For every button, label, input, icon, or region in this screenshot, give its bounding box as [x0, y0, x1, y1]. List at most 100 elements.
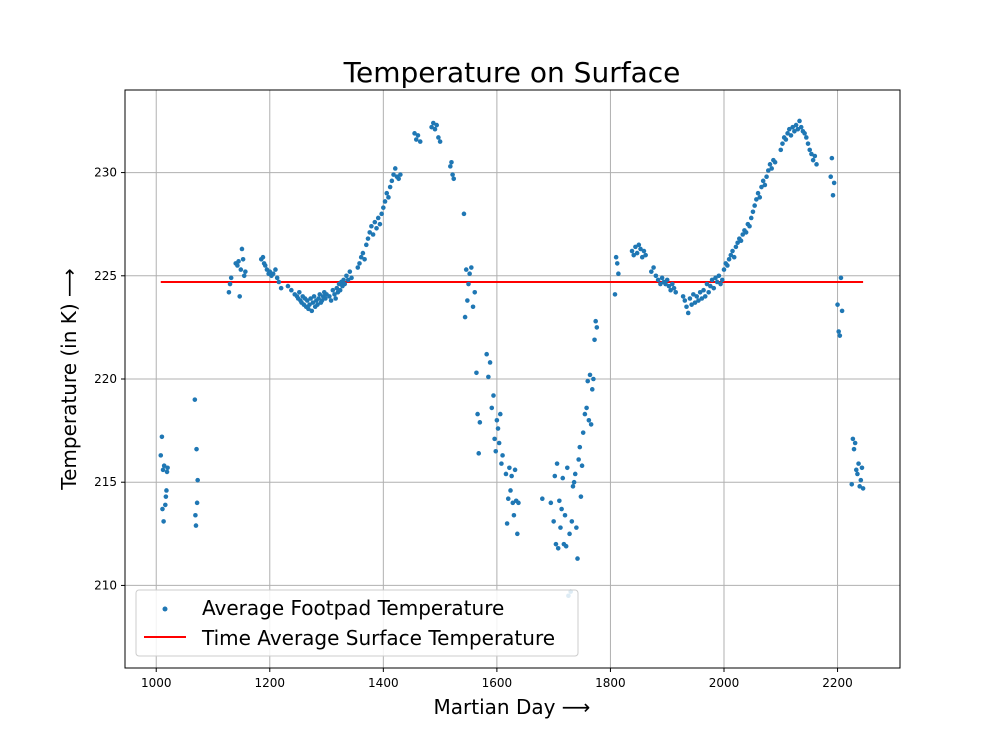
- scatter-point: [702, 294, 708, 299]
- scatter-point: [651, 265, 656, 270]
- scatter-point: [802, 131, 807, 136]
- scatter-point: [432, 126, 438, 132]
- scatter-point: [853, 467, 859, 473]
- scatter-point: [511, 512, 517, 518]
- scatter-point: [574, 525, 579, 530]
- scatter-point: [743, 230, 749, 235]
- scatter-point: [716, 273, 722, 279]
- scatter-point: [658, 281, 663, 287]
- scatter-point: [755, 190, 761, 196]
- scatter-point: [238, 267, 244, 272]
- scatter-point: [692, 300, 698, 305]
- scatter-point: [548, 500, 554, 506]
- scatter-point: [467, 271, 472, 277]
- scatter-point: [448, 164, 453, 169]
- scatter-point: [365, 236, 371, 241]
- scatter-point: [731, 254, 737, 260]
- scatter-point: [328, 298, 334, 303]
- scatter-point: [838, 275, 844, 281]
- scatter-point: [477, 420, 483, 425]
- scatter-point: [851, 446, 857, 452]
- scatter-point: [389, 178, 395, 184]
- scatter-point: [349, 275, 354, 281]
- x-axis-ticks: 1000 1200 1400 1600 1800 2000 2200: [141, 668, 853, 690]
- scatter-point: [591, 376, 596, 382]
- scatter-point: [450, 172, 455, 177]
- scatter-point: [837, 333, 843, 338]
- scatter-point: [578, 494, 584, 499]
- scatter-point: [367, 230, 373, 235]
- scatter-point: [790, 124, 795, 130]
- scatter-point: [589, 387, 595, 392]
- scatter-point: [636, 242, 642, 248]
- scatter-point: [728, 252, 734, 258]
- scatter-point: [476, 451, 482, 456]
- scatter-point: [430, 120, 436, 126]
- scatter-point: [666, 283, 672, 289]
- scatter-point: [487, 360, 493, 365]
- scatter-point: [194, 446, 199, 452]
- scatter-point: [786, 126, 792, 132]
- scatter-point: [829, 155, 835, 161]
- scatter-point: [369, 223, 374, 229]
- scatter-point: [735, 240, 740, 246]
- scatter-point: [310, 300, 316, 305]
- scatter-point: [685, 310, 691, 316]
- y-tick-label: 225: [94, 269, 117, 283]
- scatter-point: [713, 275, 718, 281]
- scatter-point: [334, 285, 340, 291]
- scatter-point: [699, 296, 705, 301]
- scatter-point: [496, 440, 502, 446]
- scatter-point: [392, 166, 398, 171]
- scatter-point: [807, 147, 813, 153]
- scatter-point: [461, 211, 467, 217]
- scatter-point: [810, 157, 816, 163]
- scatter-point: [358, 254, 364, 260]
- scatter-point: [836, 329, 841, 334]
- scatter-point: [347, 269, 353, 274]
- scatter-point: [718, 281, 723, 287]
- scatter-point: [594, 325, 600, 330]
- scatter-point: [839, 308, 845, 314]
- scatter-point: [384, 190, 390, 196]
- scatter-point: [757, 195, 763, 200]
- scatter-point: [415, 133, 421, 138]
- scatter-point: [752, 203, 757, 208]
- scatter-point: [719, 277, 725, 283]
- scatter-point: [503, 471, 509, 477]
- scatter-point: [515, 531, 520, 537]
- scatter-point: [557, 498, 562, 504]
- scatter-point: [465, 298, 470, 303]
- scatter-point: [193, 512, 198, 518]
- scatter-point: [345, 277, 351, 283]
- scatter-point: [333, 296, 338, 301]
- scatter-point: [577, 444, 583, 450]
- scatter-point: [586, 417, 592, 423]
- scatter-point: [738, 238, 744, 243]
- scatter-point: [812, 153, 818, 159]
- scatter-points-layer: [158, 118, 866, 599]
- scatter-point: [297, 290, 302, 295]
- scatter-point: [798, 124, 804, 130]
- scatter-point: [664, 277, 670, 283]
- scatter-point: [499, 461, 504, 466]
- scatter-point: [696, 298, 701, 303]
- scatter-point: [228, 275, 234, 281]
- scatter-point: [562, 512, 568, 518]
- scatter-point: [857, 484, 862, 489]
- scatter-point: [684, 304, 689, 310]
- scatter-point: [164, 488, 169, 493]
- scatter-point: [227, 281, 233, 287]
- scatter-point: [462, 314, 468, 320]
- scatter-point: [551, 519, 556, 524]
- scatter-point: [584, 405, 589, 411]
- scatter-point: [571, 479, 577, 485]
- scatter-point: [308, 296, 313, 301]
- scatter-point: [576, 457, 581, 462]
- legend-label-scatter: Average Footpad Temperature: [202, 596, 504, 620]
- scatter-point: [163, 494, 169, 499]
- scatter-point: [161, 519, 166, 524]
- scatter-point: [572, 471, 578, 477]
- scatter-point: [240, 256, 246, 262]
- scatter-point: [387, 184, 393, 190]
